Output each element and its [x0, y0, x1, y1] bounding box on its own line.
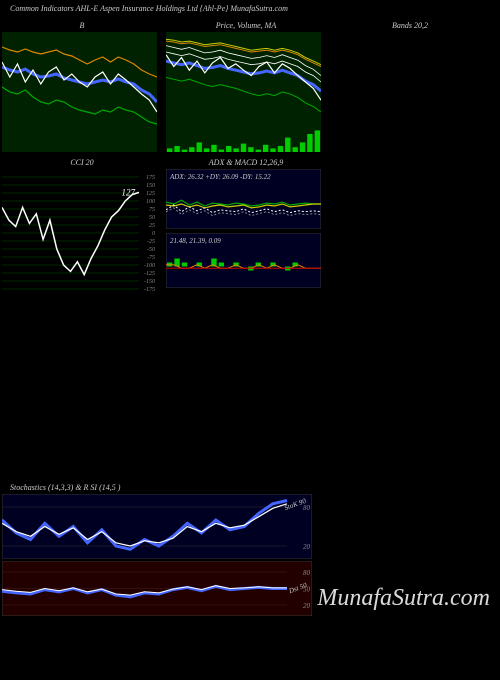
bottom-row: Stochastics (14,3,3) & R SI (14,5 ) 8020…: [0, 479, 500, 618]
svg-text:-75: -75: [147, 255, 155, 261]
title-adxmacd: ADX & MACD 12,26,9: [166, 156, 326, 169]
chart-top-mid: [166, 32, 321, 152]
chart-stoch: 8020StoK 90: [2, 494, 312, 559]
svg-text:50: 50: [149, 215, 155, 221]
panel-cci: CCI 20 175 150 125 100 75 50 25 0 -25 -50 -75 -100 -…: [2, 156, 162, 297]
svg-text:-175: -175: [144, 287, 155, 293]
panel-top-right: Bands 20,2: [330, 19, 490, 152]
chart-adx: ADX: 26.32 +DY: 26.09 -DY: 15.22: [166, 169, 321, 229]
svg-text:127: 127: [122, 187, 136, 197]
title-price: Price, Volume, MA: [166, 19, 326, 32]
svg-text:150: 150: [146, 183, 155, 189]
chart-top-left: [2, 32, 157, 152]
svg-text:125: 125: [146, 191, 155, 197]
svg-text:ADX: 26.32 +DY: 26.09 -DY: 15: ADX: 26.32 +DY: 26.09 -DY: 15.22: [169, 173, 271, 181]
spacer: [0, 299, 500, 479]
svg-text:-100: -100: [144, 263, 155, 269]
title-b: B: [2, 19, 162, 32]
chart-rsi: 805020Dst 50: [2, 561, 312, 616]
svg-text:21.48, 21.39, 0.09: 21.48, 21.39, 0.09: [170, 237, 221, 245]
title-stoch: Stochastics (14,3,3) & R SI (14,5 ): [2, 481, 316, 494]
svg-text:75: 75: [149, 207, 155, 213]
chart-cci: 175 150 125 100 75 50 25 0 -25 -50 -75 -100 -125 -150…: [2, 169, 157, 297]
header-text: ommon Indicators AHL-E Aspen Insurance H…: [15, 4, 288, 13]
page-header: Common Indicators AHL-E Aspen Insurance …: [0, 0, 500, 17]
top-row: B Price, Volume, MA Bands 20,2: [0, 17, 500, 154]
svg-text:20: 20: [303, 543, 311, 551]
svg-text:-125: -125: [144, 271, 155, 277]
panel-adx-macd: ADX & MACD 12,26,9 ADX: 26.32 +DY: 26.09…: [166, 156, 326, 297]
svg-text:0: 0: [152, 231, 155, 237]
chart-macd: 21.48, 21.39, 0.09: [166, 233, 321, 288]
mid-row: CCI 20 175 150 125 100 75 50 25 0 -25 -50 -75 -100 -…: [0, 154, 500, 299]
panel-top-left: B: [2, 19, 162, 152]
title-bands: Bands 20,2: [330, 19, 490, 32]
svg-text:-25: -25: [147, 239, 155, 245]
svg-text:20: 20: [303, 602, 311, 610]
panel-stoch-rsi: Stochastics (14,3,3) & R SI (14,5 ) 8020…: [2, 481, 316, 616]
svg-text:25: 25: [149, 223, 155, 229]
svg-text:175: 175: [146, 175, 155, 181]
title-cci: CCI 20: [2, 156, 162, 169]
panel-top-mid: Price, Volume, MA: [166, 19, 326, 152]
svg-text:80: 80: [303, 569, 311, 577]
svg-text:-150: -150: [144, 279, 155, 285]
svg-text:-50: -50: [147, 247, 155, 253]
svg-text:100: 100: [146, 199, 155, 205]
